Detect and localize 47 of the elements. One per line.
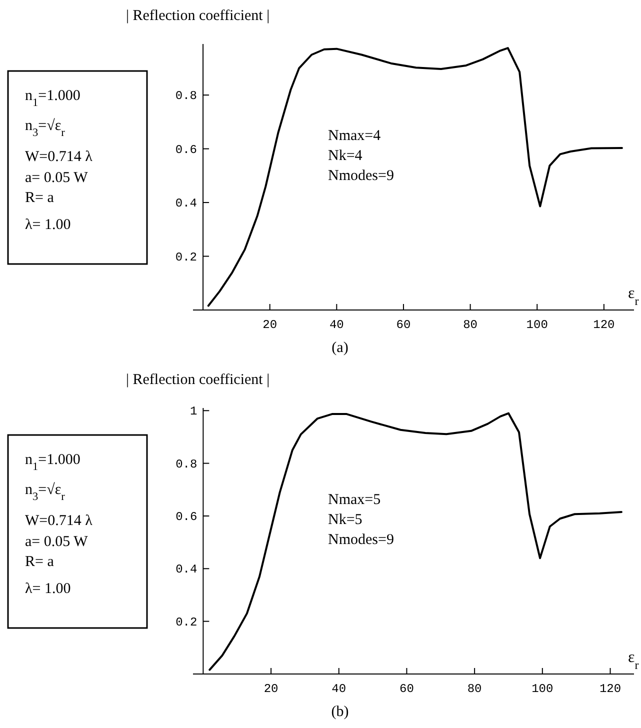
y-tick-label: 1 <box>190 404 198 419</box>
annotation: Nmax=4 <box>328 128 382 144</box>
text: R= a <box>25 554 54 570</box>
text: W=0.714 λ <box>25 513 94 529</box>
text: (a) <box>332 340 348 356</box>
y-axis-title: | Reflection coefficient | <box>126 372 270 388</box>
text: a= 0.05 W <box>25 170 89 186</box>
x-tick-label: 20 <box>264 682 278 696</box>
text: n$_{1}$=1.000 <box>25 452 80 473</box>
x-tick-label: 60 <box>400 682 414 696</box>
y-axis-title: | Reflection coefficient | <box>126 8 270 24</box>
text: a= 0.05 W <box>25 534 89 550</box>
x-axis-title: ε$_{r}$ <box>628 649 639 672</box>
x-tick-label: 40 <box>332 682 346 696</box>
annotation: Nmodes=9 <box>328 168 394 184</box>
text: W=0.714 λ <box>25 149 94 165</box>
x-tick-label: 100 <box>526 318 548 332</box>
x-tick-label: 20 <box>262 318 278 332</box>
y-tick-label: 0.8 <box>176 457 198 472</box>
x-tick-label: 120 <box>599 682 622 696</box>
line-series <box>208 412 622 671</box>
x-tick-label: 80 <box>463 318 478 332</box>
annotation: Nk=4 <box>328 148 363 164</box>
y-tick-label: 0.2 <box>175 250 198 264</box>
text: n$_{3}$=√ε$_{r}$ <box>25 118 66 139</box>
y-tick-label: 0.2 <box>176 615 198 630</box>
x-tick-label: 80 <box>467 682 482 696</box>
y-tick-label: 0.4 <box>176 562 198 577</box>
y-tick-label: 0.6 <box>176 510 198 524</box>
annotation: Nmodes=9 <box>328 532 394 548</box>
text: R= a <box>25 190 54 206</box>
x-axis-title: ε$_{r}$ <box>628 285 639 308</box>
text: λ= 1.00 <box>25 217 71 233</box>
annotation: Nmax=5 <box>328 492 381 508</box>
line-series <box>207 47 623 307</box>
x-tick-label: 100 <box>532 682 554 696</box>
text: λ= 1.00 <box>25 581 71 597</box>
text: n$_{3}$=√ε$_{r}$ <box>25 482 66 503</box>
annotation: Nk=5 <box>328 512 362 528</box>
y-tick-label: 0.4 <box>175 196 198 211</box>
text: n$_{1}$=1.000 <box>25 88 80 109</box>
x-tick-label: 120 <box>593 318 615 332</box>
x-tick-label: 40 <box>329 318 344 332</box>
text: (b) <box>331 704 349 720</box>
y-tick-label: 0.6 <box>175 142 198 157</box>
x-tick-label: 60 <box>396 318 411 332</box>
y-tick-label: 0.8 <box>175 89 198 104</box>
